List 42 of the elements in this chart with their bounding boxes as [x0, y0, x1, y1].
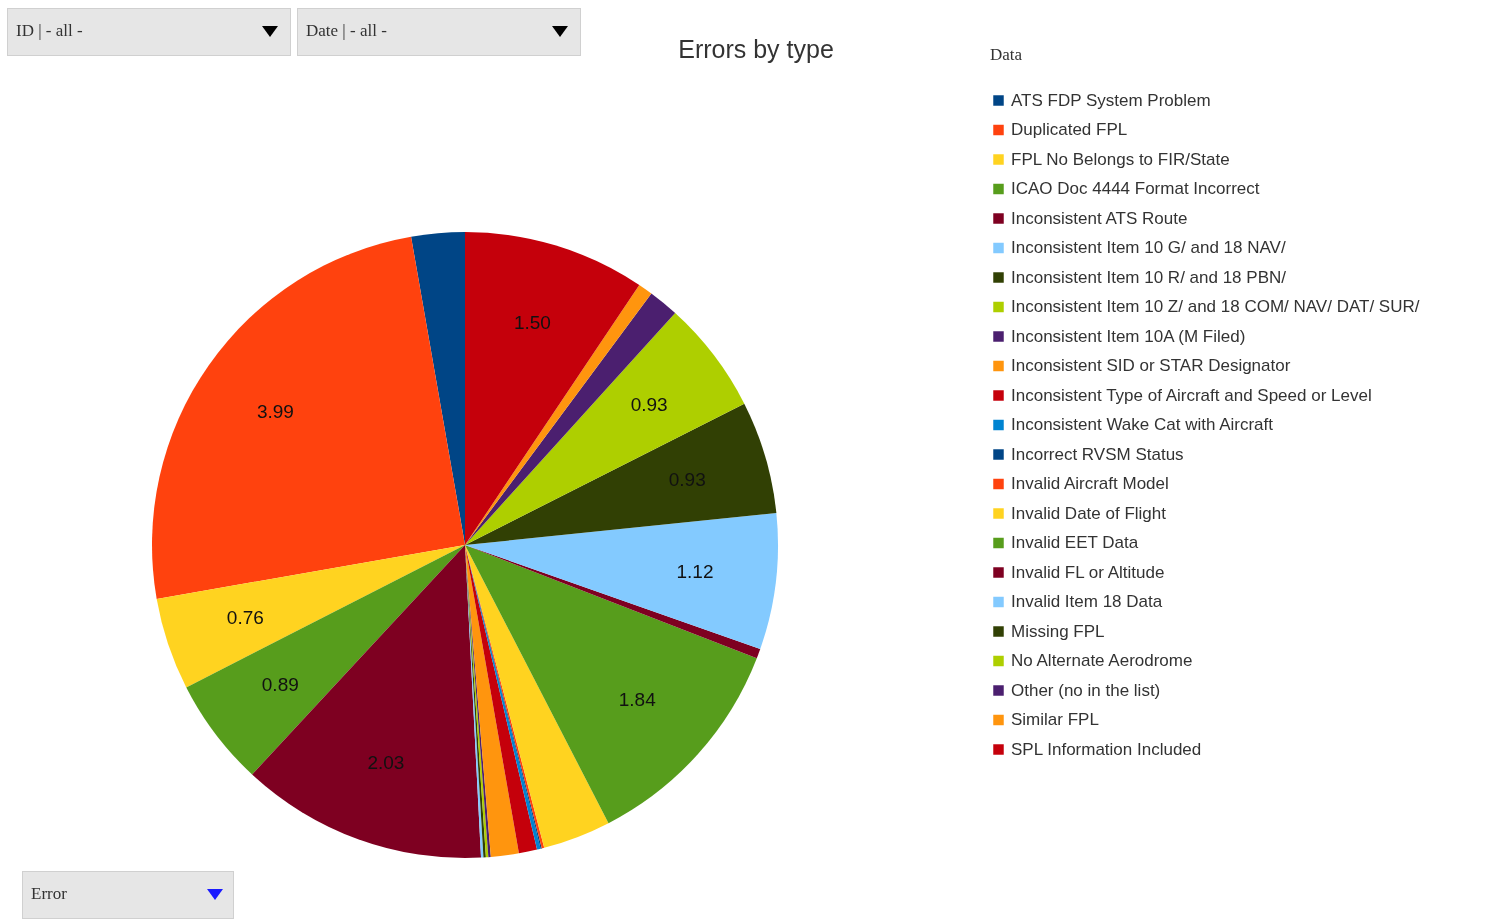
- data-label: 0.76: [226, 607, 264, 629]
- pie-slice: [465, 513, 778, 649]
- legend-label: Duplicated FPL: [1011, 120, 1128, 139]
- dropdown-field: Date | - all -: [297, 8, 581, 56]
- data-label: 1.12: [676, 561, 714, 583]
- data-label: 2.03: [367, 751, 405, 773]
- legend-label: ICAO Doc 4444 Format Incorrect: [1011, 179, 1260, 198]
- legend-label: Inconsistent SID or STAR Designator: [1011, 356, 1291, 375]
- data-label: 3.99: [256, 400, 294, 422]
- dropdown-field: Error: [22, 871, 234, 919]
- legend-label: Invalid EET Data: [1011, 533, 1139, 552]
- legend-label: Inconsistent Item 10 G/ and 18 NAV/: [1011, 238, 1286, 257]
- pie-slice: [152, 236, 465, 599]
- legend-label: Invalid Aircraft Model: [1011, 474, 1169, 493]
- legend-label: Inconsistent ATS Route: [1011, 208, 1188, 228]
- legend-label: Inconsistent Item 10A (M Filed): [1011, 326, 1246, 346]
- legend-label: Inconsistent Wake Cat with Aircraft: [1011, 415, 1274, 434]
- data-label: 0.89: [261, 673, 299, 695]
- legend-label: SPL Information Included: [1011, 739, 1202, 759]
- legend-label: Invalid Date of Flight: [1011, 503, 1167, 523]
- legend-label: Invalid FL or Altitude: [1011, 562, 1165, 582]
- legend-label: ATS FDP System Problem: [1011, 90, 1211, 110]
- legend-label: No Alternate Aerodrome: [1011, 651, 1193, 670]
- legend-label: FPL No Belongs to FIR/State: [1011, 149, 1230, 169]
- pie-slice: [465, 313, 745, 545]
- legend-label: Inconsistent Item 10 Z/ and 18 COM/ NAV/ DAT/ SUR/: [1011, 297, 1420, 316]
- pie-slice: [465, 545, 519, 857]
- legend-label: Incorrect RVSM Status: [1011, 444, 1184, 464]
- data-label: 1.84: [618, 688, 657, 710]
- legend-label: Missing FPL: [1011, 621, 1105, 641]
- pie-slice: [411, 232, 465, 545]
- dropdown-field: ID | - all -: [7, 8, 291, 56]
- data-label: 1.50: [513, 312, 551, 334]
- legend-title: Data: [990, 45, 1023, 64]
- legend-label: Invalid Item 18 Data: [1011, 592, 1163, 611]
- pie-slice: [465, 545, 609, 848]
- legend-label: Other (no in the list): [1011, 680, 1161, 700]
- data-label: 0.93: [630, 393, 668, 415]
- legend-label: Inconsistent Type of Aircraft and Speed or Level: [1011, 385, 1372, 405]
- legend-label: Similar FPL: [1011, 710, 1099, 729]
- chart-title: Errors by type: [678, 35, 834, 63]
- legend-label: Inconsistent Item 10 R/ and 18 PBN/: [1011, 267, 1287, 287]
